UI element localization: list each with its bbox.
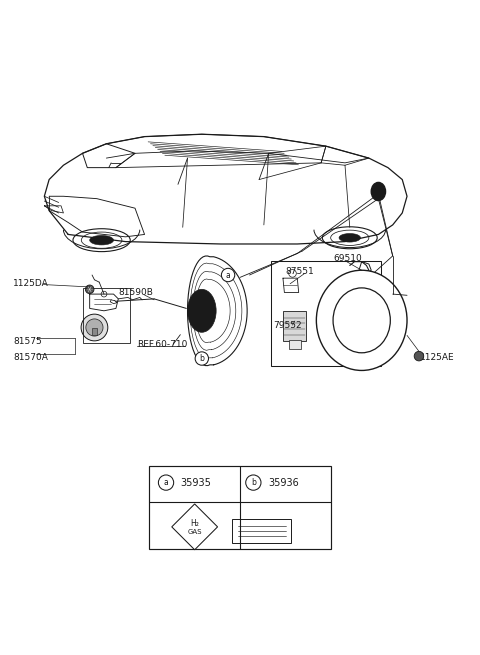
Ellipse shape	[339, 233, 360, 242]
Text: 35935: 35935	[180, 477, 211, 487]
Ellipse shape	[371, 183, 385, 200]
Text: 81590B: 81590B	[118, 288, 153, 297]
Bar	[83, 288, 130, 343]
Text: 1125DA: 1125DA	[13, 278, 49, 288]
Bar	[149, 466, 331, 550]
Polygon shape	[172, 504, 217, 550]
Text: b: b	[199, 354, 204, 363]
Ellipse shape	[192, 295, 211, 326]
Circle shape	[414, 351, 424, 361]
Ellipse shape	[188, 290, 216, 332]
Text: REF.60-710: REF.60-710	[137, 340, 188, 348]
Text: GAS: GAS	[187, 529, 202, 534]
Text: 81570A: 81570A	[13, 352, 48, 362]
Circle shape	[288, 270, 296, 277]
Circle shape	[101, 291, 107, 297]
Text: H₂: H₂	[190, 519, 199, 527]
Circle shape	[221, 269, 235, 282]
Ellipse shape	[90, 235, 114, 245]
Circle shape	[246, 475, 261, 490]
Text: a: a	[164, 478, 168, 487]
FancyBboxPatch shape	[232, 519, 291, 544]
Text: 1125AE: 1125AE	[420, 352, 455, 362]
Text: 35936: 35936	[269, 477, 300, 487]
FancyBboxPatch shape	[92, 328, 97, 335]
Circle shape	[158, 475, 174, 490]
Text: 79552: 79552	[274, 320, 302, 329]
Circle shape	[195, 352, 208, 365]
Circle shape	[86, 319, 103, 336]
Text: b: b	[251, 478, 256, 487]
FancyBboxPatch shape	[288, 340, 301, 349]
Text: a: a	[226, 271, 230, 280]
Ellipse shape	[333, 288, 390, 353]
Text: 81575: 81575	[13, 337, 42, 346]
Bar	[271, 261, 381, 365]
Text: 87551: 87551	[285, 267, 314, 276]
FancyBboxPatch shape	[283, 312, 306, 341]
Circle shape	[85, 285, 94, 293]
Text: 69510: 69510	[333, 253, 362, 263]
Circle shape	[81, 314, 108, 341]
Ellipse shape	[316, 271, 407, 371]
